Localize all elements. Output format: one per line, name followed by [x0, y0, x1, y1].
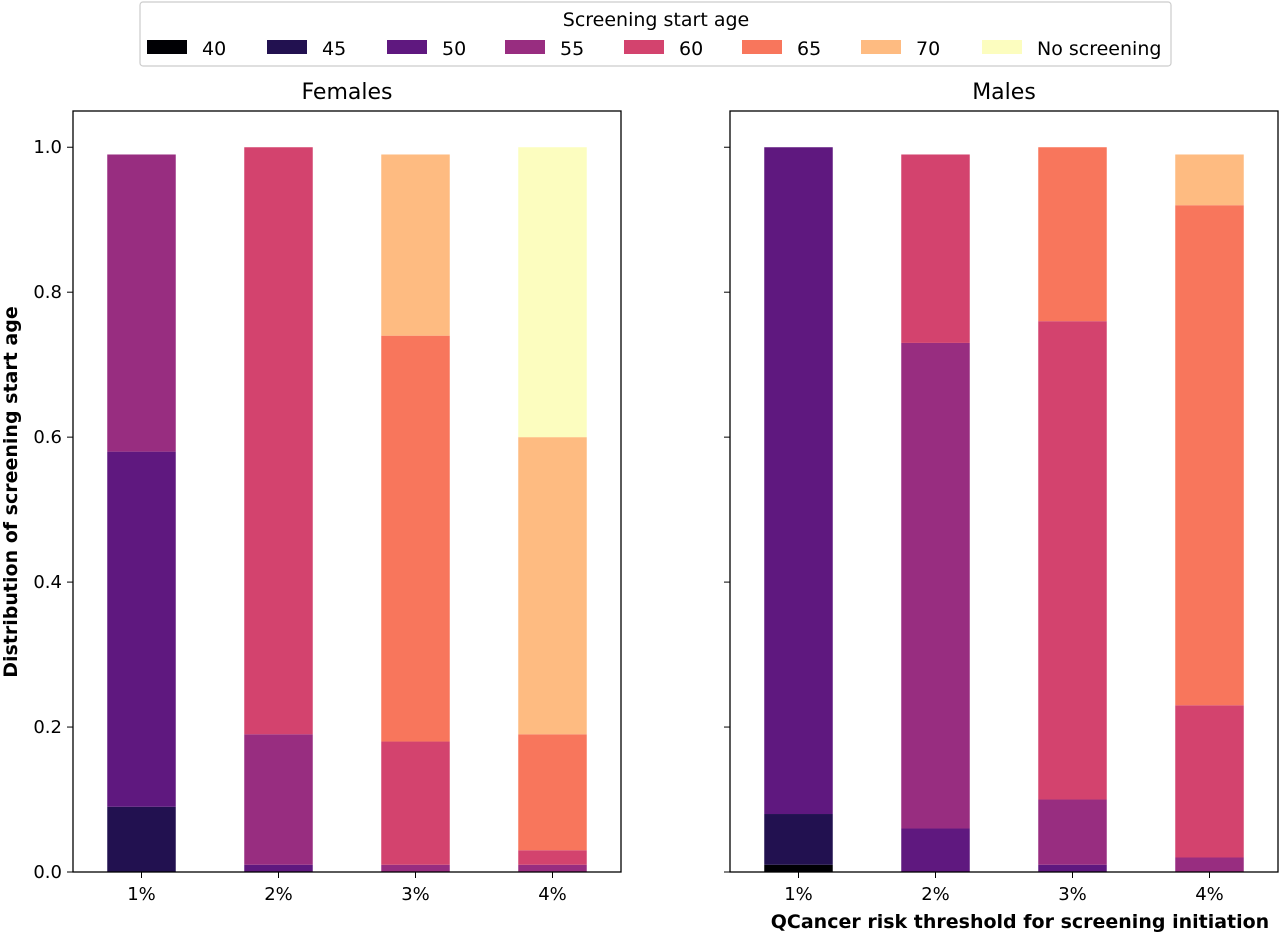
x-tick-label: 4% — [538, 884, 567, 905]
bar-segment — [1175, 857, 1244, 872]
legend-swatch — [505, 40, 545, 54]
bar-segment — [764, 864, 833, 872]
legend-swatch — [624, 40, 664, 54]
x-tick-label: 3% — [401, 884, 430, 905]
legend-label: 65 — [797, 38, 821, 60]
panel-males: 1% 2% 3% 4% Males — [724, 80, 1279, 905]
bar-segment — [518, 147, 587, 438]
y-tick-label: 0.2 — [33, 717, 62, 738]
bar-segment — [518, 850, 587, 865]
y-tick-label: 0.6 — [33, 427, 62, 448]
legend-swatch — [982, 40, 1022, 54]
x-tick-label: 1% — [784, 884, 813, 905]
bar-segment — [764, 147, 833, 815]
bar-segment — [381, 154, 450, 336]
y-tick-label: 0.4 — [33, 572, 62, 593]
x-tick-label: 1% — [127, 884, 156, 905]
bar-segment — [244, 147, 313, 735]
x-tick-label: 4% — [1195, 884, 1224, 905]
legend-label: 70 — [916, 38, 940, 60]
bar-segment — [1038, 321, 1107, 800]
y-tick-label: 1.0 — [33, 137, 62, 158]
plot-frame — [729, 110, 1279, 873]
legend-label: 40 — [202, 38, 226, 60]
bar-segment — [244, 734, 313, 865]
bar-segment — [381, 335, 450, 742]
legend-label: 50 — [442, 38, 466, 60]
panel-females: 1% 2% 3% 4% 0.0 0.2 0.4 0.6 0.8 1.0 Females — [33, 80, 622, 905]
y-tick-label: 0.8 — [33, 282, 62, 303]
y-axis-label: Distribution of screening start age — [0, 306, 22, 678]
bar-segment — [107, 451, 176, 807]
bar-segment — [1175, 705, 1244, 858]
legend: Screening start age 40 45 50 55 60 65 70 No scr… — [139, 1, 1172, 67]
bar-segment — [764, 814, 833, 865]
legend-label: 55 — [560, 38, 584, 60]
legend-label: 60 — [679, 38, 703, 60]
bar-segment — [381, 741, 450, 865]
x-axis-label: QCancer risk threshold for screening ini… — [771, 911, 1269, 933]
bar-segment — [518, 864, 587, 872]
bar-segment — [901, 828, 970, 872]
legend-swatch — [147, 40, 187, 54]
x-tick-label: 2% — [264, 884, 293, 905]
bar-segment — [107, 806, 176, 872]
bar-segment — [244, 864, 313, 872]
bar-segment — [518, 734, 587, 851]
bar-segment — [1038, 864, 1107, 872]
panel-title: Males — [972, 80, 1036, 105]
legend-swatch — [861, 40, 901, 54]
bar-segment — [901, 154, 970, 343]
bar-segment — [901, 342, 970, 829]
x-tick-label: 3% — [1058, 884, 1087, 905]
bar-segment — [107, 154, 176, 452]
bar-segment — [518, 437, 587, 735]
bar-segment — [381, 864, 450, 872]
panel-title: Females — [301, 80, 392, 105]
y-tick-label: 0.0 — [33, 862, 62, 883]
legend-title: Screening start age — [563, 9, 749, 31]
bar-segment — [1038, 147, 1107, 322]
plot-frame — [72, 110, 622, 873]
bar-segment — [1175, 154, 1244, 206]
legend-swatch — [267, 40, 307, 54]
legend-swatch — [742, 40, 782, 54]
x-tick-label: 2% — [921, 884, 950, 905]
legend-label: No screening — [1037, 38, 1161, 60]
bar-segment — [1038, 799, 1107, 865]
bar-segment — [1175, 205, 1244, 706]
legend-swatch — [387, 40, 427, 54]
legend-label: 45 — [322, 38, 346, 60]
